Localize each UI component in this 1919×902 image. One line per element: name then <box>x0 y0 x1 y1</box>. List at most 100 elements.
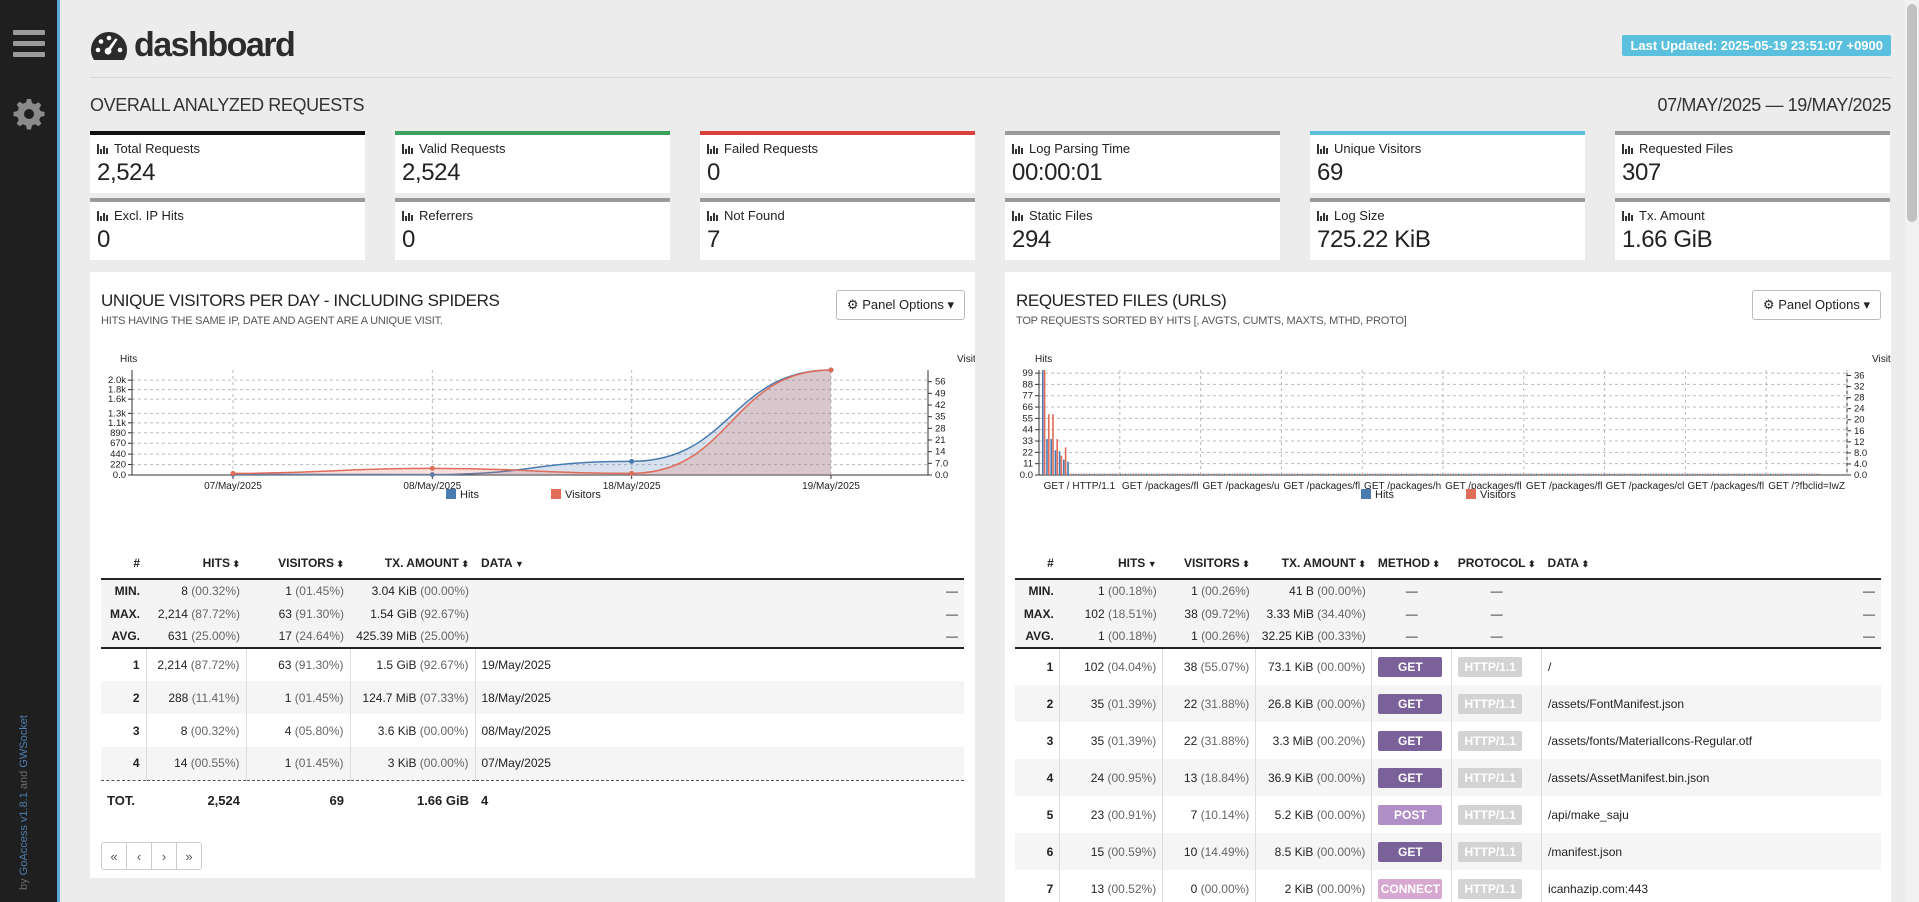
table-row[interactable]: 4 24 (00.95%) 13 (18.84%) 36.9 KiB (00.00%)… <box>1015 759 1881 796</box>
table-row[interactable]: 3 35 (01.39%) 22 (31.88%) 3.3 MiB (00.20%) G… <box>1015 722 1881 759</box>
stat-card: Excl. IP Hits 0 <box>90 198 365 260</box>
y2-tick-label: 28 <box>1854 393 1865 404</box>
first-page-button[interactable]: « <box>101 842 127 870</box>
bar-chart-icon <box>97 210 109 221</box>
column-header[interactable]: HITS ⬍ <box>146 547 246 580</box>
sort-icon: ⬍ <box>229 558 240 569</box>
column-header[interactable]: DATA ⬍ <box>1541 547 1881 580</box>
sort-icon: ⬍ <box>1525 558 1536 569</box>
protocol-badge: HTTP/1.1 <box>1458 841 1523 862</box>
bar <box>1728 473 1730 475</box>
bar <box>1296 473 1298 475</box>
column-header[interactable]: VISITORS ⬍ <box>1162 547 1256 580</box>
table-row[interactable]: 2 35 (01.39%) 22 (31.88%) 26.8 KiB (00.00%)… <box>1015 685 1881 722</box>
bar <box>1255 473 1257 475</box>
stat-value: 0 <box>402 226 415 253</box>
bar <box>1429 473 1431 475</box>
table-row[interactable]: 6 15 (00.59%) 10 (14.49%) 8.5 KiB (00.00%) G… <box>1015 833 1881 870</box>
stat-value: 294 <box>1012 226 1051 253</box>
bar <box>1218 473 1220 475</box>
bar <box>1611 473 1613 475</box>
panel-options-button[interactable]: ⚙ Panel Options ▾ <box>835 290 965 320</box>
prev-page-button[interactable]: ‹ <box>126 842 152 870</box>
last-page-button[interactable]: » <box>176 842 202 870</box>
legend-label: Hits <box>460 489 479 501</box>
bar <box>1520 473 1522 475</box>
bar <box>1265 473 1267 475</box>
bar <box>1770 473 1771 475</box>
column-header[interactable]: METHOD ⬍ <box>1371 547 1452 580</box>
column-header[interactable]: TX. AMOUNT ⬍ <box>350 547 475 580</box>
bar <box>1723 473 1725 475</box>
bar <box>1780 473 1782 475</box>
gwsocket-link[interactable]: GWSocket <box>18 715 30 768</box>
bar <box>1070 473 1072 475</box>
bar <box>1731 473 1732 475</box>
bar <box>1606 473 1608 475</box>
bar <box>1471 473 1472 475</box>
table-row[interactable]: 4 14 (00.55%) 1 (01.45%) 3 KiB (00.00%) 07/M… <box>101 747 964 780</box>
menu-icon[interactable] <box>13 30 45 60</box>
bar <box>1655 473 1657 475</box>
bar <box>1138 473 1140 475</box>
bar <box>1229 473 1231 475</box>
bar <box>1460 473 1462 475</box>
bar <box>1260 473 1262 475</box>
bar <box>1231 473 1233 475</box>
table-row[interactable]: 1 2,214 (87.72%) 63 (91.30%) 1.5 GiB (92.67… <box>101 648 964 681</box>
bar <box>1237 473 1238 475</box>
bar <box>1684 473 1686 475</box>
table-row[interactable]: 1 102 (04.04%) 38 (55.07%) 73.1 KiB (00.00%… <box>1015 648 1881 685</box>
bar <box>1673 473 1675 475</box>
scrollbar[interactable] <box>1905 0 1919 902</box>
gear-icon[interactable] <box>13 98 45 130</box>
bar <box>1083 473 1085 475</box>
bar <box>1549 473 1550 475</box>
app-credit: by GoAccess v1.8.1 and GWSocket <box>18 715 30 890</box>
y-tick-label: 2.0k <box>108 375 126 386</box>
bar <box>1046 438 1048 475</box>
stat-label: Requested Files <box>1622 141 1883 156</box>
bar <box>1775 473 1777 475</box>
stat-card: Tx. Amount 1.66 GiB <box>1615 198 1890 260</box>
bar <box>1112 473 1114 475</box>
panel-options-button[interactable]: ⚙ Panel Options ▾ <box>1751 290 1881 320</box>
bar <box>1580 473 1582 475</box>
protocol-badge: HTTP/1.1 <box>1458 693 1523 714</box>
scrollbar-thumb[interactable] <box>1907 4 1917 222</box>
bar <box>1806 473 1808 475</box>
bar <box>1172 473 1173 475</box>
stat-value: 307 <box>1622 159 1661 186</box>
bar <box>1796 473 1797 475</box>
bar <box>1395 473 1397 475</box>
bar <box>1140 473 1142 475</box>
bar <box>1536 473 1537 475</box>
column-header[interactable]: TX. AMOUNT ⬍ <box>1255 547 1372 580</box>
legend-label: Visitors <box>1480 489 1516 501</box>
bar <box>1252 473 1254 475</box>
table-row[interactable]: 5 23 (00.91%) 7 (10.14%) 5.2 KiB (00.00%) PO… <box>1015 796 1881 833</box>
bar <box>1689 473 1691 475</box>
next-page-button[interactable]: › <box>151 842 177 870</box>
stat-card: Static Files 294 <box>1005 198 1280 260</box>
bar <box>1182 473 1184 475</box>
column-header[interactable]: DATA ▼ <box>475 547 964 580</box>
bar <box>1341 473 1342 475</box>
summary-row: AVG. 631 (25.00%) 17 (24.64%) 425.39 MiB (2… <box>101 625 964 649</box>
bar <box>1127 473 1129 475</box>
y2-tick-label: 16 <box>1854 426 1865 437</box>
sort-icon: ⬍ <box>1239 558 1250 569</box>
bar <box>1146 473 1147 475</box>
column-header[interactable]: VISITORS ⬍ <box>246 547 350 580</box>
column-header[interactable]: HITS ▼ <box>1059 547 1163 580</box>
table-row[interactable]: 7 13 (00.52%) 0 (00.00%) 2 KiB (00.00%) CONN… <box>1015 870 1881 902</box>
goaccess-link[interactable]: GoAccess <box>18 825 30 876</box>
bar-chart-icon <box>707 210 719 221</box>
requests-panel: REQUESTED FILES (URLS) TOP REQUESTS SORT… <box>1005 272 1891 902</box>
bar <box>1203 473 1205 475</box>
y-tick-label: 77 <box>1022 391 1033 402</box>
table-row[interactable]: 2 288 (11.41%) 1 (01.45%) 124.7 MiB (07.33%… <box>101 681 964 714</box>
column-header[interactable]: PROTOCOL ⬍ <box>1451 547 1542 580</box>
bar <box>1063 459 1065 475</box>
